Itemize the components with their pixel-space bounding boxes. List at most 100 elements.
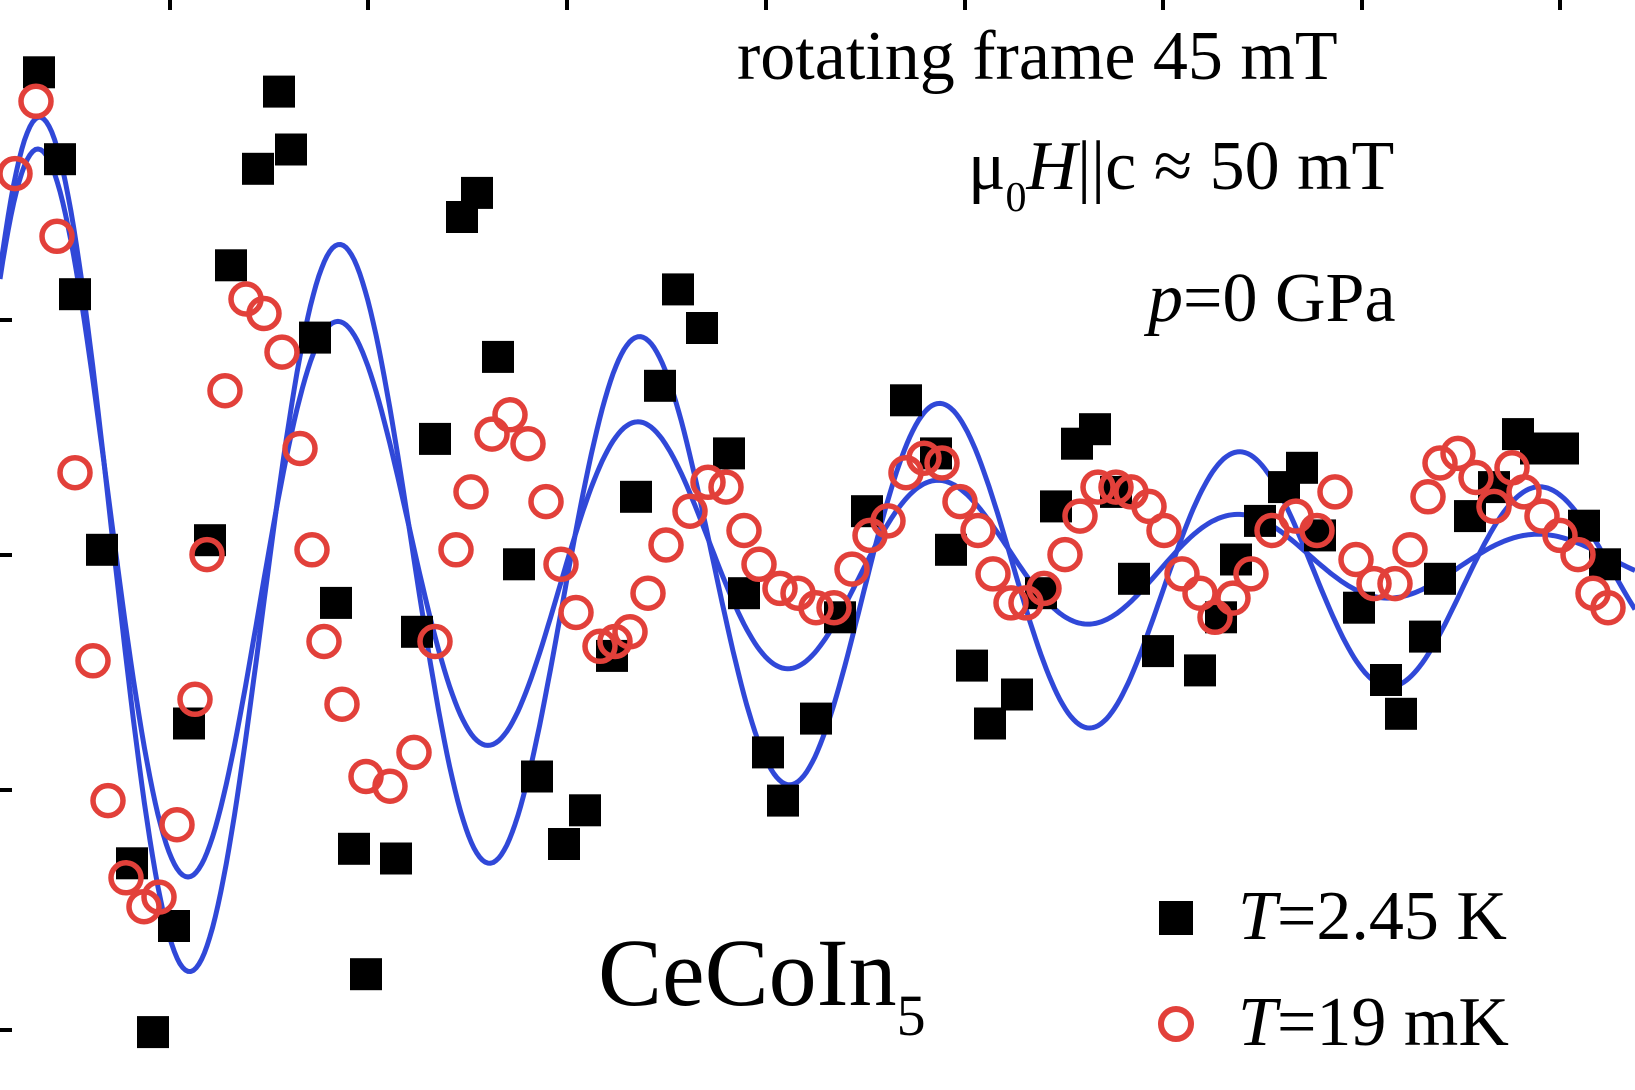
data-point-square bbox=[380, 842, 412, 875]
data-point-square bbox=[215, 249, 247, 282]
data-point-square bbox=[548, 828, 580, 860]
annotation-pressure-var: p bbox=[1148, 260, 1183, 337]
data-point-square bbox=[419, 422, 451, 455]
annotation-field: μ0H||c ≈ 50 mT bbox=[968, 132, 1394, 220]
data-point-circle bbox=[294, 532, 330, 568]
sample-label: CeCoIn5 bbox=[598, 925, 926, 1045]
data-point-circle bbox=[1506, 474, 1542, 510]
data-point-circle bbox=[324, 686, 360, 722]
data-point-square bbox=[1370, 664, 1402, 696]
data-point-square bbox=[86, 533, 118, 566]
data-point-square bbox=[935, 533, 967, 566]
data-point-square bbox=[767, 784, 799, 817]
data-point-square bbox=[482, 340, 514, 373]
data-point-circle bbox=[630, 575, 666, 611]
series-t19mk-markers bbox=[0, 83, 1626, 925]
sample-label-sub: 5 bbox=[896, 983, 926, 1048]
data-point-circle bbox=[528, 483, 564, 520]
data-point-circle bbox=[708, 469, 744, 505]
data-point-circle bbox=[741, 546, 777, 583]
data-point-circle bbox=[993, 585, 1029, 621]
data-point-square bbox=[620, 480, 652, 513]
data-point-circle bbox=[672, 493, 708, 529]
data-point-circle bbox=[1026, 570, 1062, 607]
data-point-circle bbox=[1233, 556, 1269, 592]
data-point-circle bbox=[1215, 580, 1251, 616]
data-point-circle bbox=[306, 623, 342, 660]
data-point-circle bbox=[975, 556, 1011, 592]
data-point-circle bbox=[0, 155, 33, 192]
data-point-square bbox=[1547, 432, 1579, 465]
fit-curves bbox=[0, 114, 1635, 974]
annotation-field-mu: μ bbox=[968, 128, 1006, 205]
data-point-square bbox=[338, 832, 370, 865]
data-point-square bbox=[752, 736, 784, 769]
annotation-rotating-frame: rotating frame 45 mT bbox=[737, 18, 1338, 95]
data-point-square bbox=[59, 278, 91, 311]
data-point-circle bbox=[870, 503, 906, 539]
data-point-square bbox=[1079, 413, 1111, 446]
data-point-circle bbox=[1410, 479, 1446, 515]
data-point-circle bbox=[1458, 459, 1494, 496]
data-point-circle bbox=[438, 532, 474, 568]
data-point-square bbox=[728, 577, 760, 610]
data-point-circle bbox=[57, 454, 93, 491]
data-point-circle bbox=[453, 474, 489, 510]
data-point-circle bbox=[1338, 541, 1374, 578]
y-axis-left-ticks bbox=[0, 318, 12, 1032]
data-point-circle bbox=[1560, 536, 1596, 573]
data-point-circle bbox=[834, 551, 870, 587]
data-point-circle bbox=[726, 512, 762, 549]
annotation-field-var: H bbox=[1026, 128, 1078, 205]
data-point-circle bbox=[798, 589, 834, 626]
data-point-circle bbox=[906, 440, 942, 476]
legend-open-circle-icon bbox=[1158, 1006, 1194, 1042]
data-point-square bbox=[350, 958, 382, 991]
data-point-circle bbox=[924, 445, 960, 481]
data-point-circle bbox=[1299, 512, 1335, 549]
data-point-square bbox=[299, 321, 331, 354]
annotation-field-rest: ||c ≈ 50 mT bbox=[1077, 128, 1395, 205]
data-point-square bbox=[644, 369, 676, 402]
data-point-circle bbox=[474, 416, 510, 452]
data-point-circle bbox=[75, 643, 111, 679]
data-point-circle bbox=[1356, 565, 1392, 602]
data-point-circle bbox=[18, 83, 54, 120]
data-point-square bbox=[242, 152, 274, 185]
data-point-circle bbox=[510, 425, 546, 462]
annotation-pressure-rest: =0 GPa bbox=[1183, 260, 1396, 337]
data-point-square bbox=[713, 437, 745, 470]
data-point-circle bbox=[1047, 536, 1083, 573]
data-point-circle bbox=[648, 527, 684, 563]
data-point-circle bbox=[762, 570, 798, 607]
data-point-circle bbox=[612, 614, 648, 650]
data-point-square bbox=[1118, 562, 1150, 595]
data-point-circle bbox=[372, 768, 408, 804]
data-point-circle bbox=[141, 879, 177, 915]
data-point-square bbox=[1286, 451, 1318, 484]
data-point-circle bbox=[1377, 565, 1413, 602]
x-axis-top-ticks bbox=[168, 0, 1562, 10]
data-point-square bbox=[1424, 562, 1456, 595]
fit-line-0 bbox=[0, 114, 1635, 974]
data-point-circle bbox=[1197, 599, 1233, 636]
data-point-circle bbox=[942, 483, 978, 520]
data-point-circle bbox=[1524, 498, 1560, 534]
data-point-circle bbox=[246, 295, 282, 332]
data-point-circle bbox=[1062, 498, 1098, 534]
data-point-square bbox=[662, 273, 694, 306]
data-point-circle bbox=[543, 546, 579, 583]
data-point-square bbox=[569, 794, 601, 827]
data-point-square bbox=[23, 56, 55, 89]
data-point-square bbox=[974, 707, 1006, 740]
data-point-square bbox=[503, 548, 535, 581]
data-point-square bbox=[890, 384, 922, 417]
data-point-square bbox=[521, 760, 553, 793]
data-point-square bbox=[686, 312, 718, 344]
data-point-circle bbox=[1317, 474, 1353, 510]
data-point-circle bbox=[1590, 589, 1626, 626]
data-point-circle bbox=[492, 397, 528, 433]
data-point-circle bbox=[1164, 556, 1200, 592]
data-point-square bbox=[263, 75, 295, 108]
data-point-square bbox=[137, 1016, 169, 1049]
